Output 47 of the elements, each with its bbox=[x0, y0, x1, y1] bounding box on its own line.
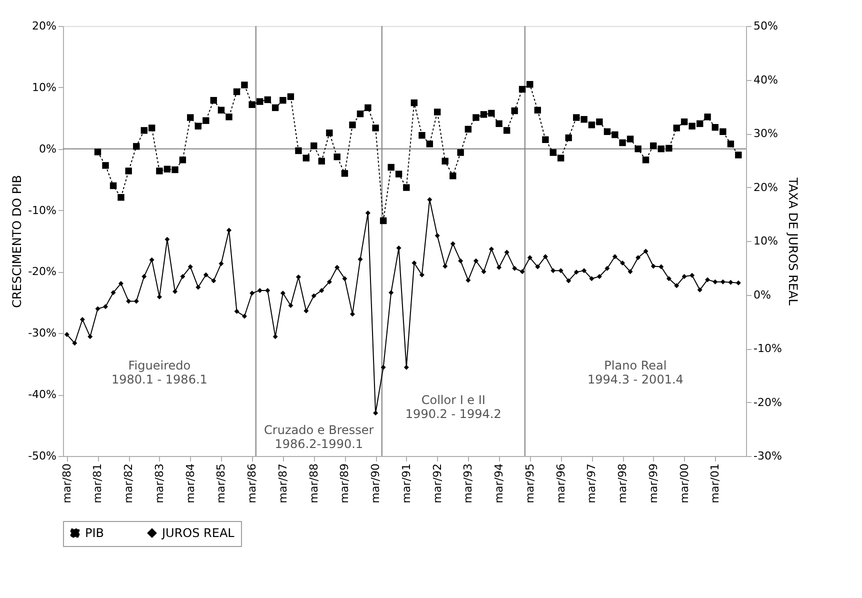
x-tick-label: mar/84 bbox=[184, 464, 197, 504]
y-tick-label: -10% bbox=[28, 204, 56, 217]
y-axis-title: CRESCIMENTO DO PIB bbox=[10, 175, 24, 308]
x-tick-label: mar/86 bbox=[246, 464, 259, 504]
legend-label: JUROS REAL bbox=[161, 526, 235, 540]
y-tick-label: 0% bbox=[39, 142, 56, 156]
x-tick-label: mar/01 bbox=[708, 464, 722, 504]
x-tick-label: mar/92 bbox=[430, 464, 444, 504]
y-tick-label: 10% bbox=[32, 80, 56, 94]
x-tick-label: mar/95 bbox=[523, 464, 536, 504]
y2-tick-label: 10% bbox=[754, 234, 778, 248]
y2-axis-title: TAXA DE JUROS REAL bbox=[786, 176, 800, 306]
y2-tick-label: -30% bbox=[754, 450, 782, 462]
x-tick-label: mar/82 bbox=[122, 464, 136, 504]
y2-tick-label: 30% bbox=[754, 127, 778, 140]
y-tick-label: -50% bbox=[28, 450, 56, 462]
x-tick-label: mar/81 bbox=[91, 464, 104, 504]
y2-tick-label: 50% bbox=[754, 20, 778, 32]
y2-tick-label: 40% bbox=[754, 73, 778, 86]
annotation: Plano Real 1994.3 - 2001.4 bbox=[587, 358, 684, 387]
y2-tick-label: -10% bbox=[754, 342, 782, 355]
x-tick-label: mar/87 bbox=[276, 464, 290, 504]
x-tick-label: mar/94 bbox=[492, 464, 506, 504]
x-tick-label: mar/99 bbox=[646, 464, 660, 504]
x-tick-label: mar/93 bbox=[462, 464, 475, 504]
y2-tick-label: -20% bbox=[754, 396, 782, 409]
x-tick-label: mar/91 bbox=[400, 464, 413, 504]
y2-tick-label: 20% bbox=[754, 180, 778, 194]
x-tick-label: mar/85 bbox=[214, 464, 228, 504]
annotation: Cruzado e Bresser 1986.2-1990.1 bbox=[264, 423, 374, 452]
x-tick-label: mar/83 bbox=[152, 464, 166, 504]
legend-label: PIB bbox=[85, 526, 104, 540]
x-tick-label: mar/89 bbox=[338, 464, 352, 504]
x-tick-label: mar/90 bbox=[369, 464, 382, 504]
annotation: Collor I e II 1990.2 - 1994.2 bbox=[405, 393, 502, 422]
x-tick-label: mar/88 bbox=[307, 464, 320, 504]
x-tick-label: mar/98 bbox=[616, 464, 630, 504]
y-tick-label: 20% bbox=[32, 20, 56, 32]
x-tick-label: mar/80 bbox=[60, 464, 74, 504]
x-tick-label: mar/97 bbox=[585, 464, 598, 504]
y-tick-label: -20% bbox=[28, 265, 56, 278]
annotation: Figueiredo 1980.1 - 1986.1 bbox=[111, 358, 208, 387]
y2-tick-label: 0% bbox=[754, 288, 771, 302]
x-tick-label: mar/00 bbox=[678, 464, 691, 504]
x-tick-label: mar/96 bbox=[554, 464, 568, 504]
y-tick-label: -40% bbox=[28, 388, 56, 402]
y-tick-label: -30% bbox=[28, 326, 56, 340]
